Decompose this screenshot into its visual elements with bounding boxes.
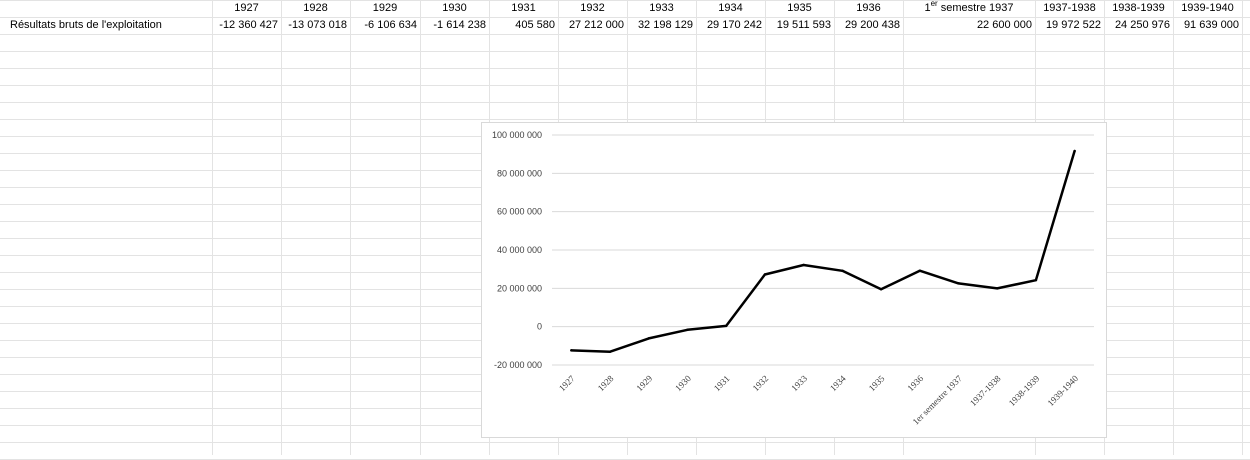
row-gridline bbox=[0, 85, 1250, 86]
header-cell[interactable]: 1932 bbox=[580, 2, 605, 14]
chart-svg: 100 000 000 80 000 000 60 000 000 40 000 00… bbox=[492, 130, 1094, 427]
value-cell[interactable]: 19 511 593 bbox=[776, 19, 831, 31]
header-cell[interactable]: 1930 bbox=[442, 2, 467, 14]
y-tick-label: 0 bbox=[537, 322, 542, 332]
header-cell-1er-semestre-1937[interactable]: 1er semestre 1937 bbox=[924, 0, 1014, 14]
value-cell[interactable]: 405 580 bbox=[515, 19, 555, 31]
header-cell[interactable]: 1936 bbox=[856, 2, 881, 14]
value-cell[interactable]: -1 614 238 bbox=[433, 19, 486, 31]
data-point bbox=[763, 273, 767, 276]
value-cell[interactable]: 22 600 000 bbox=[976, 19, 1032, 31]
data-point bbox=[647, 337, 650, 340]
header-cell[interactable]: 1931 bbox=[511, 2, 536, 14]
data-point bbox=[918, 269, 921, 272]
value-cell[interactable]: 29 200 438 bbox=[844, 19, 900, 31]
row-gridline bbox=[0, 102, 1250, 103]
y-tick-label: 80 000 000 bbox=[497, 168, 542, 178]
column-gridline bbox=[281, 0, 282, 455]
header-cell[interactable]: 1934 bbox=[718, 2, 743, 14]
row-gridline bbox=[0, 442, 1250, 443]
value-cell[interactable]: 24 250 976 bbox=[1114, 19, 1170, 31]
column-gridline bbox=[212, 0, 213, 455]
y-tick-label: 100 000 000 bbox=[492, 130, 542, 140]
row-label-cell[interactable]: Résultats bruts de l'exploitation bbox=[10, 19, 162, 31]
row-gridline bbox=[0, 17, 1250, 18]
value-cell[interactable]: 91 639 000 bbox=[1183, 19, 1239, 31]
column-gridline bbox=[420, 0, 421, 455]
column-gridline bbox=[350, 0, 351, 455]
value-cell[interactable]: 32 198 129 bbox=[637, 19, 693, 31]
x-tick-label: 1937-1938 bbox=[968, 373, 1003, 408]
data-point bbox=[802, 263, 805, 267]
value-cell[interactable]: 27 212 000 bbox=[568, 19, 624, 31]
value-cell[interactable]: -13 073 018 bbox=[288, 19, 347, 31]
column-gridline bbox=[1242, 0, 1243, 455]
x-tick-label: 1933 bbox=[789, 373, 809, 393]
data-point bbox=[725, 324, 728, 328]
data-point bbox=[957, 282, 960, 285]
x-tick-label: 1935 bbox=[867, 373, 887, 393]
x-tick-label: 1930 bbox=[673, 373, 693, 393]
line-chart[interactable]: 100 000 000 80 000 000 60 000 000 40 000 00… bbox=[481, 122, 1107, 438]
x-tick-label: 1938-1939 bbox=[1007, 373, 1042, 408]
header-cell[interactable]: 1938-1939 bbox=[1112, 2, 1165, 14]
x-tick-label: 1931 bbox=[712, 373, 732, 393]
y-tick-label: 20 000 000 bbox=[497, 283, 542, 293]
data-point bbox=[879, 288, 883, 291]
value-cell[interactable]: -6 106 634 bbox=[364, 19, 417, 31]
x-tick-label: 1929 bbox=[634, 373, 654, 393]
value-cell[interactable]: 29 170 242 bbox=[706, 19, 762, 31]
y-tick-label: 60 000 000 bbox=[497, 207, 542, 217]
data-point bbox=[841, 269, 844, 272]
header-cell[interactable]: 1935 bbox=[787, 2, 812, 14]
header-cell[interactable]: 1929 bbox=[372, 2, 398, 14]
header-cell[interactable]: 1939-1940 bbox=[1181, 2, 1234, 14]
x-tick-label: 1939-1940 bbox=[1045, 373, 1080, 408]
data-point bbox=[996, 287, 999, 290]
header-cell[interactable]: 1937-1938 bbox=[1043, 2, 1096, 14]
row-gridline bbox=[0, 51, 1250, 52]
data-point bbox=[1073, 149, 1076, 153]
y-tick-label: -20 000 000 bbox=[494, 360, 542, 370]
x-tick-label: 1932 bbox=[751, 373, 771, 393]
row-gridline bbox=[0, 119, 1250, 120]
x-tick-label: 1927 bbox=[557, 373, 577, 393]
header-cell[interactable]: 1927 bbox=[234, 2, 259, 14]
x-tick-label: 1928 bbox=[596, 373, 616, 393]
header-cell[interactable]: 1928 bbox=[303, 2, 328, 14]
y-tick-label: 40 000 000 bbox=[497, 245, 542, 255]
x-tick-label: 1934 bbox=[828, 373, 848, 393]
series-line bbox=[570, 149, 1076, 353]
data-point bbox=[608, 350, 612, 353]
column-gridline bbox=[1173, 0, 1174, 455]
data-point bbox=[570, 349, 573, 352]
header-cell[interactable]: 1933 bbox=[649, 2, 674, 14]
row-gridline bbox=[0, 68, 1250, 69]
row-gridline bbox=[0, 34, 1250, 35]
data-point bbox=[1034, 278, 1038, 282]
data-point bbox=[686, 328, 689, 331]
row-gridline bbox=[0, 0, 1250, 1]
value-cell[interactable]: 19 972 522 bbox=[1045, 19, 1101, 31]
x-tick-label: 1936 bbox=[905, 373, 925, 393]
value-cell[interactable]: -12 360 427 bbox=[219, 19, 278, 31]
